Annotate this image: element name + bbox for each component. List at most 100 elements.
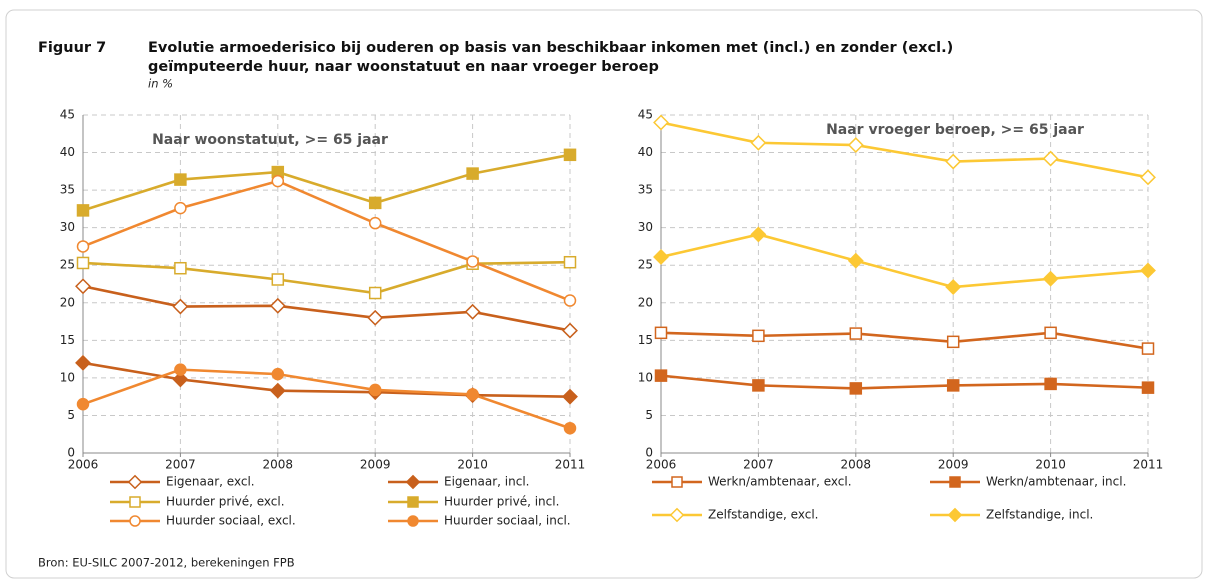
y-tick-label: 40	[638, 145, 653, 159]
marker	[653, 249, 669, 265]
marker	[752, 379, 765, 392]
unit-label: in %	[148, 77, 173, 91]
series-line	[660, 374, 1149, 390]
y-tick-label: 5	[67, 408, 75, 422]
x-tick-label: 2008	[841, 458, 872, 472]
y-tick-label: 40	[60, 145, 75, 159]
marker	[949, 476, 961, 488]
series-line	[82, 260, 571, 295]
y-tick-label: 10	[60, 370, 75, 384]
series-line	[82, 368, 571, 430]
marker	[368, 383, 382, 397]
x-tick-label: 2006	[68, 458, 99, 472]
marker	[563, 255, 577, 269]
legend-label: Huurder sociaal, excl.	[166, 514, 296, 528]
marker	[407, 515, 419, 527]
marker	[1141, 342, 1155, 355]
y-tick-label: 30	[60, 220, 75, 234]
legend-label: Huurder sociaal, incl.	[444, 514, 571, 528]
marker	[271, 273, 285, 286]
marker	[466, 255, 479, 268]
marker	[464, 303, 481, 320]
marker	[847, 252, 864, 269]
marker	[368, 216, 382, 230]
legend-label: Werkn/ambtenaar, incl.	[986, 475, 1126, 489]
y-tick-label: 20	[638, 295, 653, 309]
y-tick-label: 45	[638, 108, 653, 122]
marker	[76, 240, 90, 253]
marker	[1044, 377, 1057, 391]
marker	[174, 173, 187, 186]
marker	[669, 507, 685, 523]
frame	[5, 9, 1203, 579]
marker	[946, 335, 960, 349]
legend-label: Huurder privé, excl.	[166, 495, 285, 509]
marker	[174, 363, 187, 376]
marker	[129, 496, 141, 508]
y-tick-label: 45	[60, 108, 75, 122]
marker	[654, 369, 668, 382]
figure-label: Figuur 7	[38, 40, 106, 56]
marker	[563, 148, 577, 162]
marker	[269, 382, 286, 399]
marker	[752, 329, 765, 343]
marker	[849, 382, 863, 395]
x-tick-label: 2010	[1035, 458, 1066, 472]
marker	[563, 294, 577, 307]
marker	[76, 256, 90, 270]
y-tick-label: 0	[645, 446, 653, 460]
chart-title: Naar vroeger beroep, >= 65 jaar	[826, 122, 1084, 138]
marker	[750, 226, 767, 243]
marker	[76, 397, 90, 411]
y-tick-label: 15	[60, 333, 75, 347]
y-tick-label: 25	[638, 258, 653, 272]
marker	[562, 388, 578, 405]
y-tick-label: 30	[638, 220, 653, 234]
source: Bron: EU-SILC 2007-2012, berekeningen FP…	[38, 556, 295, 570]
y-tick-label: 20	[60, 295, 75, 309]
y-tick-label: 10	[638, 370, 653, 384]
x-tick-label: 2009	[360, 458, 391, 472]
marker	[1042, 150, 1059, 167]
marker	[466, 167, 479, 180]
marker	[563, 421, 577, 435]
y-tick-label: 35	[638, 183, 653, 197]
legend-label: Zelfstandige, excl.	[708, 508, 818, 522]
marker	[127, 474, 143, 490]
y-tick-label: 5	[645, 408, 653, 422]
marker	[750, 134, 767, 151]
marker	[849, 327, 863, 340]
marker	[174, 261, 187, 275]
series-line	[82, 284, 571, 332]
y-tick-label: 25	[60, 258, 75, 272]
marker	[368, 286, 382, 300]
marker	[1140, 169, 1156, 186]
marker	[1140, 262, 1156, 279]
series-line	[660, 331, 1149, 350]
x-tick-label: 2010	[457, 458, 488, 472]
legend-label: Zelfstandige, incl.	[986, 508, 1093, 522]
marker	[129, 515, 141, 527]
marker	[654, 326, 668, 340]
marker	[368, 196, 382, 210]
marker	[562, 322, 578, 339]
series-line	[82, 179, 571, 302]
x-tick-label: 2007	[743, 458, 774, 472]
marker	[946, 379, 960, 392]
y-tick-label: 35	[60, 183, 75, 197]
marker	[271, 367, 285, 381]
x-tick-label: 2011	[1133, 458, 1164, 472]
marker	[1044, 326, 1057, 340]
marker	[367, 309, 384, 326]
marker	[671, 476, 683, 488]
marker	[407, 496, 419, 508]
marker	[269, 297, 286, 314]
marker	[1141, 381, 1155, 394]
marker	[76, 204, 90, 217]
marker	[947, 507, 963, 523]
chart-title: Naar woonstatuut, >= 65 jaar	[152, 132, 388, 148]
legend-label: Eigenaar, incl.	[444, 475, 529, 489]
marker	[174, 201, 187, 215]
x-tick-label: 2011	[555, 458, 586, 472]
legend-label: Werkn/ambtenaar, excl.	[708, 475, 852, 489]
